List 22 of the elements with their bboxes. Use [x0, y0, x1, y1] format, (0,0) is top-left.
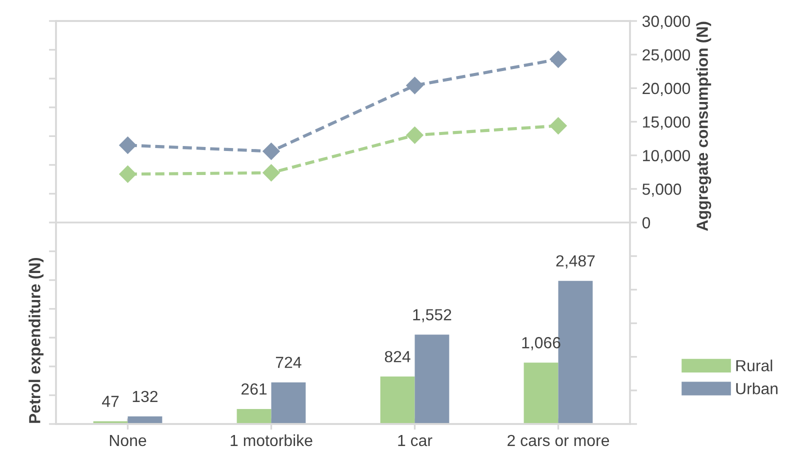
data-label: 47	[102, 396, 119, 407]
x-tick-label: 1 motorbike	[230, 434, 312, 446]
x-tick-label: 1 car	[398, 435, 432, 446]
y2-tick-label: 15,000	[643, 116, 690, 130]
y2-tick-label: 10,000	[643, 150, 690, 164]
y2-tick-label: 20,000	[642, 82, 690, 96]
x-tick-label: None	[110, 435, 146, 446]
y2-tick-label: 5,000	[642, 184, 682, 197]
data-label: 132	[132, 390, 158, 402]
data-label: 261	[242, 383, 267, 395]
data-label: 2,487	[556, 255, 595, 268]
data-label: 824	[384, 350, 410, 362]
y2-axis-title: Aggregate consumption (N)	[696, 22, 712, 231]
legend-label: Urban	[736, 382, 778, 394]
y2-tick-label: 0	[642, 217, 650, 228]
data-label: 1,552	[413, 309, 452, 322]
data-label: 724	[276, 356, 302, 368]
y2-tick-label: 30,000	[642, 16, 690, 29]
x-tick-label: 2 cars or more	[508, 434, 610, 446]
y2-tick-label: 25,000	[642, 49, 690, 62]
legend-label: Rural	[736, 360, 772, 372]
y-axis-title: Petrol expenditure (N)	[28, 258, 44, 423]
